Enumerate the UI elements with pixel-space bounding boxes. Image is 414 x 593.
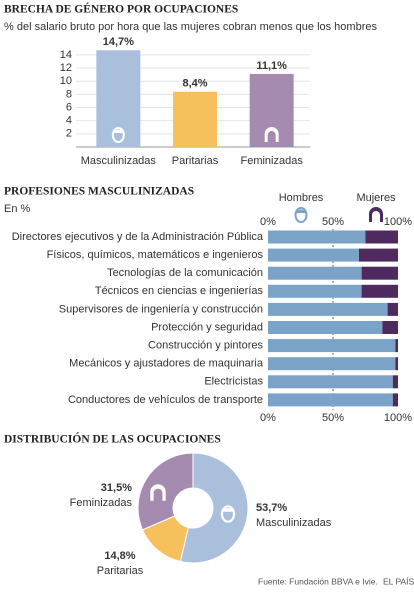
bar-segment bbox=[387, 302, 398, 316]
category-label: Feminizadas bbox=[70, 497, 133, 509]
y-tick-label: Técnicos en ciencias e ingenierías bbox=[95, 285, 264, 297]
bar-segment bbox=[392, 375, 398, 389]
bar-segment bbox=[268, 302, 388, 316]
bar-segment bbox=[382, 321, 398, 334]
icon-head bbox=[111, 127, 125, 143]
man-icon bbox=[111, 127, 125, 143]
donut-slice bbox=[179, 452, 249, 564]
y-tick-label: Directores ejecutivos y de la Administra… bbox=[12, 231, 264, 243]
value-label: 11,1% bbox=[256, 60, 287, 72]
y-tick-label: Conductores de vehículos de transporte bbox=[68, 394, 263, 406]
chart-title: PROFESIONES MASCULINIZADAS bbox=[4, 186, 194, 198]
y-tick-label: Electricistas bbox=[204, 376, 263, 388]
x-tick-label: 50% bbox=[322, 216, 344, 228]
icon-head bbox=[294, 207, 308, 223]
bar-segment bbox=[268, 230, 366, 244]
x-tick-label: 100% bbox=[384, 412, 412, 424]
x-tick-label: Paritarias bbox=[172, 155, 219, 167]
bar bbox=[173, 91, 217, 147]
x-tick-label: 0% bbox=[260, 412, 276, 424]
category-label: Masculinizadas bbox=[256, 517, 332, 529]
x-tick-label: Masculinizadas bbox=[81, 155, 157, 167]
man-icon bbox=[294, 207, 308, 223]
x-tick-label: Feminizadas bbox=[240, 155, 303, 167]
man-icon bbox=[220, 505, 236, 523]
y-tick-label: Mecánicos y ajustadores de maquinaria bbox=[69, 358, 264, 370]
bar-segment bbox=[395, 357, 398, 371]
bar-segment bbox=[268, 375, 393, 389]
y-tick-label: Protección y seguridad bbox=[151, 321, 263, 333]
y-tick-label: 8 bbox=[66, 88, 72, 100]
bar-segment bbox=[361, 284, 398, 298]
bar-segment bbox=[392, 393, 398, 407]
value-label: 14,8% bbox=[104, 550, 135, 562]
woman-icon bbox=[264, 127, 279, 142]
y-tick-label: 6 bbox=[66, 101, 72, 113]
icon-hair bbox=[296, 209, 306, 213]
chart-title: BRECHA DE GÉNERO POR OCUPACIONES bbox=[4, 2, 238, 16]
y-tick-label: Supervisores de ingeniería y construcció… bbox=[59, 303, 263, 315]
y-tick-label: 12 bbox=[60, 62, 72, 74]
chart-title: DISTRIBUCIÓN DE LAS OCUPACIONES bbox=[4, 432, 221, 446]
y-tick-label: 14 bbox=[60, 49, 72, 61]
publisher: EL PAÍS bbox=[383, 576, 414, 586]
x-tick-label: 50% bbox=[322, 412, 344, 424]
bar-segment bbox=[359, 248, 398, 262]
bar bbox=[249, 73, 294, 147]
value-label: 8,4% bbox=[182, 78, 207, 90]
bar-segment bbox=[268, 393, 393, 407]
value-label: 31,5% bbox=[101, 482, 132, 494]
x-tick-label: 0% bbox=[260, 216, 276, 228]
bar-segment bbox=[268, 321, 383, 334]
source: Fuente: Fundación BBVA e Ivie. bbox=[258, 576, 378, 586]
icon-hair bbox=[222, 507, 234, 512]
bar-segment bbox=[395, 339, 398, 353]
y-tick-label: Físicos, químicos, matemáticos e ingenie… bbox=[47, 249, 264, 261]
woman-icon bbox=[150, 484, 166, 501]
chart-subtitle: % del salario bruto por hora que las muj… bbox=[4, 21, 377, 33]
bar-segment bbox=[361, 266, 398, 280]
bar-segment bbox=[268, 357, 396, 371]
value-label: 53,7% bbox=[256, 502, 287, 514]
bar-segment bbox=[268, 339, 396, 353]
y-tick-label: Construcción y pintores bbox=[148, 340, 263, 352]
legend-label: Mujeres bbox=[356, 192, 396, 204]
bar-segment bbox=[365, 230, 398, 244]
legend-label: Hombres bbox=[279, 192, 324, 204]
icon-head bbox=[220, 505, 236, 523]
y-tick-label: Tecnologías de la comunicación bbox=[107, 267, 263, 279]
chart-subtitle: En % bbox=[4, 203, 31, 215]
icon-hair bbox=[369, 207, 383, 222]
y-tick-label: 10 bbox=[60, 75, 72, 87]
value-label: 14,7% bbox=[103, 36, 134, 48]
bar-segment bbox=[268, 248, 359, 262]
y-tick-label: 4 bbox=[66, 115, 72, 127]
icon-hair bbox=[150, 484, 166, 501]
bar-segment bbox=[268, 266, 362, 280]
category-label: Paritarias bbox=[97, 565, 144, 577]
x-tick-label: 100% bbox=[384, 216, 412, 228]
bar-segment bbox=[268, 284, 362, 298]
icon-hair bbox=[264, 127, 279, 142]
y-tick-label: 2 bbox=[66, 128, 72, 140]
icon-hair bbox=[113, 129, 124, 133]
woman-icon bbox=[369, 207, 383, 222]
